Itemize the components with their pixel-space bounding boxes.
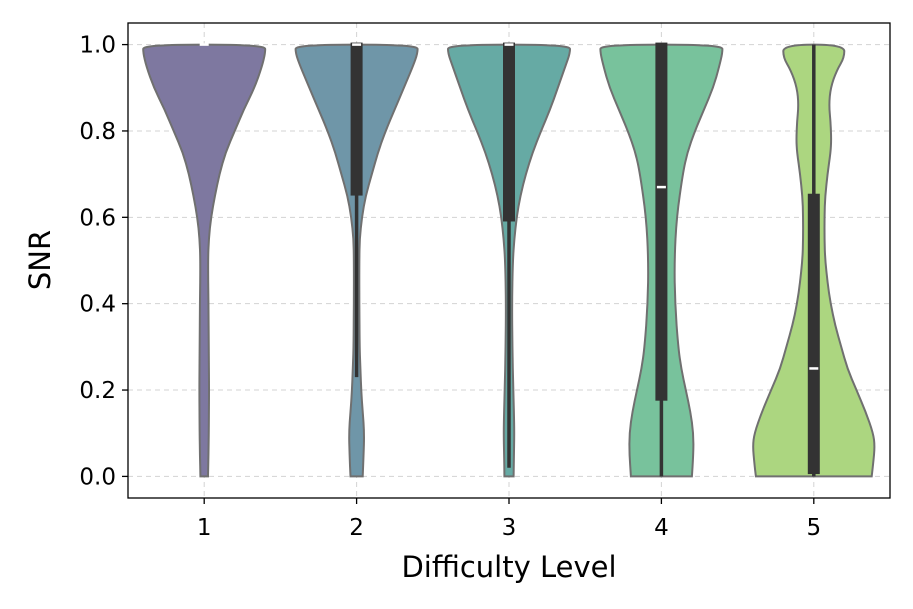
y-tick-label: 0.2 (79, 378, 116, 404)
violin-iqr-box-2 (350, 42, 363, 196)
y-tick-label: 0.6 (79, 205, 116, 231)
violin-iqr-box-3 (503, 42, 515, 222)
x-tick-label: 3 (502, 515, 517, 541)
y-tick-label: 1.0 (79, 33, 116, 59)
y-axis-label: SNR (23, 230, 57, 290)
violin-iqr-box-5 (807, 193, 820, 475)
y-tick-label: 0.8 (79, 119, 116, 145)
x-tick-label: 4 (654, 515, 669, 541)
box-layer (199, 42, 820, 477)
x-tick-label: 2 (349, 515, 364, 541)
violin-iqr-box-4 (655, 42, 668, 401)
x-tick-label: 1 (197, 515, 212, 541)
tick-layer: 0.0 0.2 0.4 0.6 0.8 1.0 1 2 3 4 5 (79, 33, 821, 541)
x-axis-label: Difficulty Level (401, 550, 616, 584)
x-tick-label: 5 (806, 515, 821, 541)
y-tick-label: 0.4 (79, 292, 116, 318)
y-tick-label: 0.0 (79, 464, 116, 490)
